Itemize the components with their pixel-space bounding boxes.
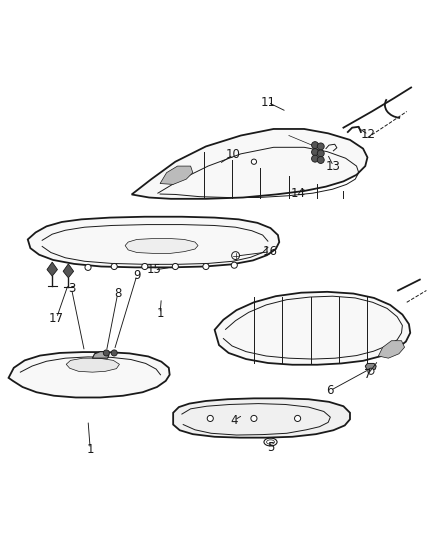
- Text: 13: 13: [326, 159, 341, 173]
- Circle shape: [294, 415, 300, 422]
- Circle shape: [368, 368, 374, 374]
- Circle shape: [311, 149, 318, 156]
- Polygon shape: [92, 352, 109, 358]
- Polygon shape: [66, 358, 120, 372]
- Text: 7: 7: [364, 368, 371, 381]
- Text: 9: 9: [133, 269, 141, 282]
- Circle shape: [111, 263, 117, 270]
- Text: 8: 8: [114, 287, 121, 300]
- Circle shape: [85, 264, 91, 270]
- Polygon shape: [215, 292, 410, 365]
- Circle shape: [103, 350, 110, 356]
- Polygon shape: [28, 217, 279, 268]
- Circle shape: [317, 150, 324, 157]
- Text: 1: 1: [156, 307, 164, 320]
- Circle shape: [311, 142, 318, 149]
- Text: 3: 3: [68, 282, 75, 295]
- Circle shape: [172, 263, 178, 270]
- Text: 1: 1: [86, 442, 94, 456]
- Text: 12: 12: [361, 128, 376, 141]
- Text: 4: 4: [230, 414, 238, 427]
- Circle shape: [111, 350, 117, 356]
- Polygon shape: [378, 341, 405, 358]
- Circle shape: [311, 155, 318, 162]
- Circle shape: [317, 143, 324, 150]
- Polygon shape: [160, 166, 193, 184]
- Circle shape: [142, 263, 148, 270]
- Polygon shape: [9, 352, 170, 398]
- Circle shape: [251, 415, 257, 422]
- Polygon shape: [365, 364, 376, 370]
- Polygon shape: [173, 398, 350, 438]
- Text: 16: 16: [263, 245, 278, 258]
- Text: 6: 6: [327, 384, 334, 397]
- Circle shape: [251, 159, 257, 164]
- Text: 11: 11: [261, 96, 276, 109]
- Text: 10: 10: [226, 148, 241, 161]
- Polygon shape: [47, 262, 57, 276]
- Circle shape: [317, 157, 324, 164]
- Text: 15: 15: [147, 263, 162, 277]
- Text: 17: 17: [49, 311, 64, 325]
- Polygon shape: [63, 264, 74, 278]
- Text: 14: 14: [291, 187, 306, 200]
- Circle shape: [207, 415, 213, 422]
- Circle shape: [203, 263, 209, 270]
- Text: 5: 5: [267, 441, 274, 454]
- Polygon shape: [125, 239, 198, 253]
- Polygon shape: [132, 129, 367, 199]
- Circle shape: [231, 262, 237, 268]
